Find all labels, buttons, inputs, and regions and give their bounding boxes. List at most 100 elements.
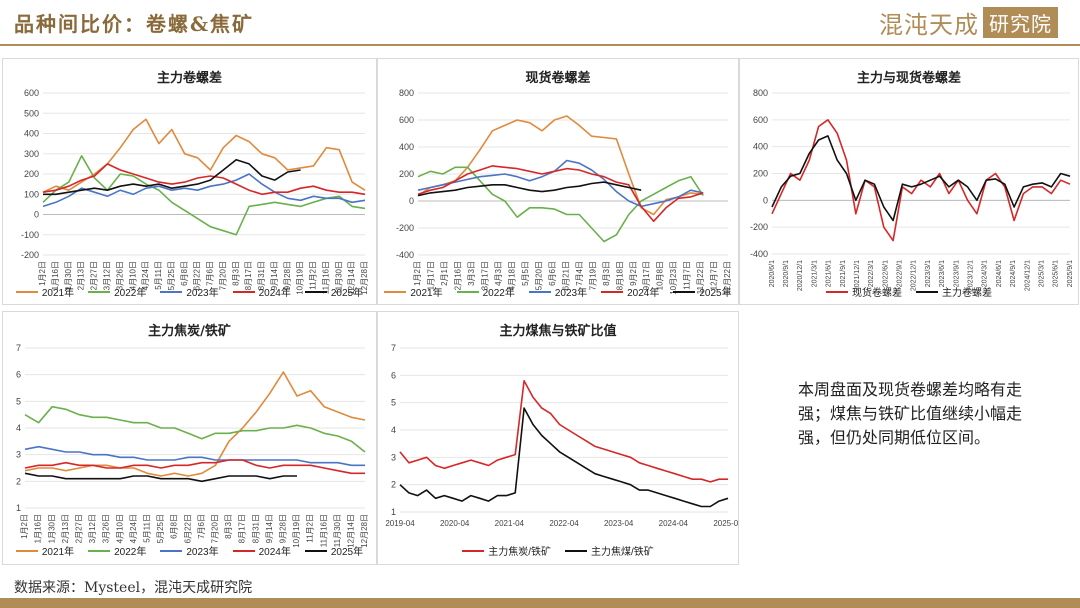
x-tick-label: 3月17日 xyxy=(481,261,490,290)
legend-item: 2025年 xyxy=(673,284,732,299)
x-tick-label: 7月20日 xyxy=(218,261,227,290)
y-tick-label: -100 xyxy=(21,230,39,240)
series-line-1 xyxy=(399,407,729,508)
legend-label: 2023年 xyxy=(554,288,588,299)
series-line-4 xyxy=(43,159,301,196)
y-tick-label: 3 xyxy=(16,450,21,460)
chart-panel-5: 主力煤焦与铁矿比值 7 6 5 4 3 2 1 2019-04 2020-04 2021-04 20… xyxy=(377,311,743,565)
x-tick-label: 6月8日 xyxy=(180,261,189,286)
legend-label: 2024年 xyxy=(627,288,660,299)
x-tick-label: 9月14日 xyxy=(265,514,274,543)
chart-svg-c4: 7 6 5 4 3 2 11月2日 1月16日 1月30日 2月13日 2月27日 3月12日 3月26… xyxy=(16,343,369,548)
x-tick-label: 12月14日 xyxy=(347,514,356,548)
series-line-0 xyxy=(417,115,704,216)
chart-legend: 现货卷螺差 主力卷螺差 xyxy=(740,284,1078,299)
legend-label: 2022年 xyxy=(114,288,147,299)
legend-item: 现货卷螺差 xyxy=(826,284,902,299)
x-tick-label: 2021/6/1 xyxy=(826,260,833,287)
x-tick-label: 3月12日 xyxy=(103,261,112,290)
y-tick-label: 6 xyxy=(391,370,396,380)
legend-label: 主力卷螺差 xyxy=(942,288,992,299)
x-tick-label: 4月3日 xyxy=(494,261,503,286)
x-tick-label: 2019-04 xyxy=(385,519,415,528)
series-line-0 xyxy=(42,118,366,193)
series-line-4 xyxy=(417,181,642,197)
series-line-1 xyxy=(42,155,366,236)
legend-label: 2025年 xyxy=(699,288,732,299)
x-tick-label: 1月30日 xyxy=(47,514,56,543)
legend-item: 2022年 xyxy=(88,543,146,558)
chart-title: 主力与现货卷螺差 xyxy=(856,71,961,86)
x-tick-label: 8月3日 xyxy=(231,261,240,286)
x-tick-label: 2020/12/1 xyxy=(797,260,804,291)
x-tick-label: 2025/9/1 xyxy=(1067,260,1074,287)
x-tick-label: 10月23日 xyxy=(669,261,678,295)
legend-swatch xyxy=(15,549,38,552)
x-tick-label: 1月2日 xyxy=(38,261,47,286)
x-tick-label: 2月13日 xyxy=(61,514,70,543)
chart-title: 主力煤焦与铁矿比值 xyxy=(499,324,617,339)
y-tick-label: 200 xyxy=(753,169,768,179)
x-tick-label: 7月6日 xyxy=(197,514,206,539)
legend-label: 2024年 xyxy=(258,288,291,299)
x-tick-label: 2022/3/1 xyxy=(868,260,875,287)
x-tick-label: 5月25日 xyxy=(167,261,176,290)
series-line-2 xyxy=(417,159,704,208)
legend-item: 2024年 xyxy=(232,284,291,299)
x-tick-label: 12月22日 xyxy=(723,261,732,295)
x-tick-label: 2月16日 xyxy=(454,261,463,290)
chart-panel-1: 主力卷螺差 600 500 400 300 200 100 0 -100 -200 1月2日 1月1… xyxy=(2,58,377,305)
legend-label: 2022年 xyxy=(114,547,147,558)
x-tick-label: 8月3日 xyxy=(224,514,233,539)
y-tick-label: 0 xyxy=(763,195,768,205)
legend-swatch xyxy=(826,290,848,293)
series-line-1 xyxy=(771,135,1071,222)
x-tick-label: 2月27日 xyxy=(75,514,84,543)
y-tick-label: -400 xyxy=(396,250,414,260)
legend-swatch xyxy=(601,290,624,293)
chart-legend: 2021年 2022年 2023年 2024年 2025年 xyxy=(3,543,376,558)
x-tick-label: 2021/9/1 xyxy=(840,260,847,287)
page-title: 品种间比价：卷螺&焦矿 xyxy=(14,12,255,36)
legend-label: 2025年 xyxy=(330,288,364,299)
legend-item: 主力焦煤/铁矿 xyxy=(565,543,654,558)
x-tick-label: 2024-04 xyxy=(659,519,689,528)
y-tick-label: -200 xyxy=(750,222,768,232)
logo-text: 混沌天成 xyxy=(879,10,979,39)
x-tick-label: 6月22日 xyxy=(183,514,192,543)
y-tick-label: 1 xyxy=(16,503,21,513)
chart-svg-c5: 7 6 5 4 3 2 1 2019-04 2020-04 2021-04 2022-04 2023-… xyxy=(385,343,743,528)
header: 品种间比价：卷螺&焦矿 混沌天成 研究院 xyxy=(0,0,1080,44)
header-divider xyxy=(0,44,1080,46)
chart-title: 主力焦炭/铁矿 xyxy=(148,324,231,339)
x-tick-label: 6月21日 xyxy=(561,261,570,290)
y-tick-label: 300 xyxy=(24,149,39,159)
x-tick-label: 6月6日 xyxy=(548,261,557,286)
y-tick-label: 200 xyxy=(24,169,39,179)
x-tick-label: 5月11日 xyxy=(143,514,152,543)
x-tick-label: 2023-04 xyxy=(604,519,634,528)
x-tick-label: 9月14日 xyxy=(270,261,279,290)
y-tick-label: 500 xyxy=(24,108,39,118)
series-line-2 xyxy=(24,445,365,467)
x-tick-label: 8月17日 xyxy=(244,261,253,290)
x-tick-label: 8月3日 xyxy=(602,261,611,286)
logo-box: 研究院 xyxy=(983,6,1058,38)
x-tick-label: 12月28日 xyxy=(360,514,369,548)
x-tick-label: 2021-04 xyxy=(495,519,525,528)
legend-item: 2024年 xyxy=(232,543,291,558)
x-tick-label: 5月20日 xyxy=(534,261,543,290)
y-tick-label: 6 xyxy=(16,370,21,380)
x-tick-label: 2020-04 xyxy=(440,519,470,528)
legend-label: 2025年 xyxy=(330,547,364,558)
series-line-3 xyxy=(24,459,365,475)
x-tick-label: 6月22日 xyxy=(193,261,202,290)
x-tick-label: 6月8日 xyxy=(170,514,179,539)
y-tick-label: 4 xyxy=(391,425,396,435)
y-tick-label: 0 xyxy=(409,196,414,206)
legend-item: 2021年 xyxy=(15,543,74,558)
y-tick-label: -200 xyxy=(396,223,414,233)
x-tick-label: 4月10日 xyxy=(115,514,124,543)
y-tick-label: 200 xyxy=(399,169,414,179)
